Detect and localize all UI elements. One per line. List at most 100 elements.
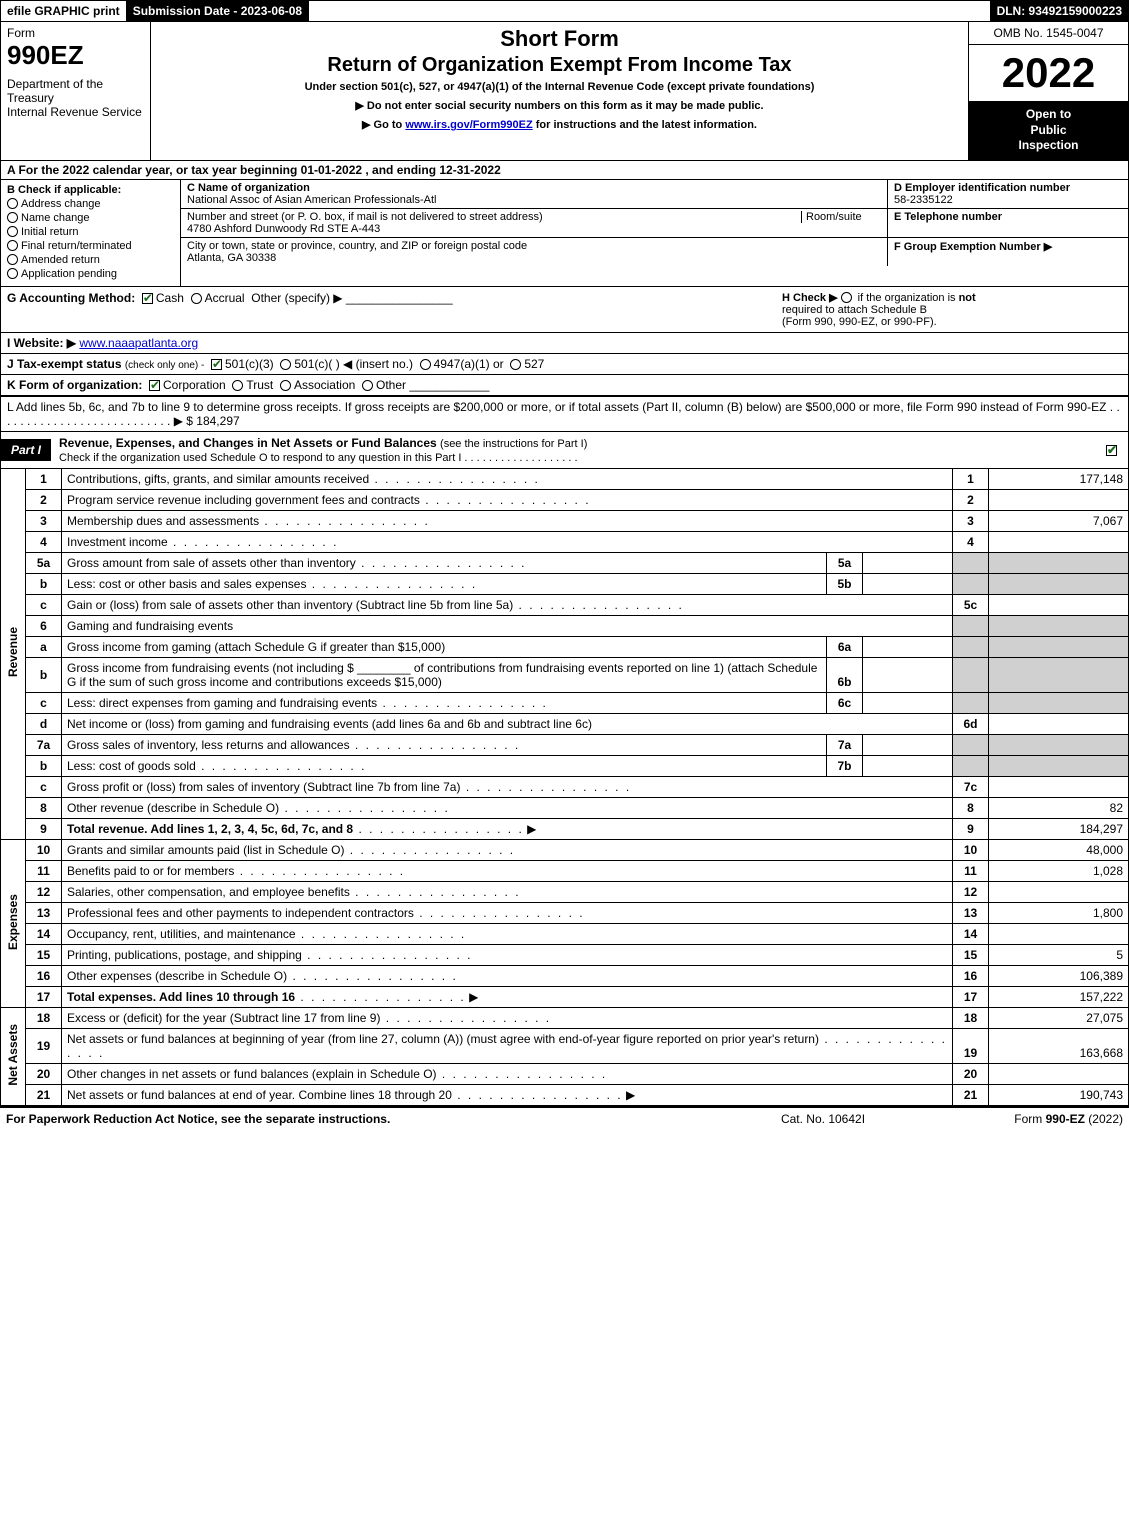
ln7b-sub: 7b <box>827 755 863 776</box>
short-form-title: Short Form <box>157 26 962 52</box>
chk-527[interactable] <box>510 359 521 370</box>
ln17-ln: 17 <box>953 986 989 1007</box>
ln7a-d: Gross sales of inventory, less returns a… <box>62 734 827 755</box>
ln19-n: 19 <box>26 1028 62 1063</box>
ln7b-sv <box>863 755 953 776</box>
ln15-amt: 5 <box>989 944 1129 965</box>
section-c-city: City or town, state or province, country… <box>181 238 888 266</box>
l-amount: $ 184,297 <box>186 414 239 428</box>
chk-4947[interactable] <box>420 359 431 370</box>
ln18-n: 18 <box>26 1007 62 1028</box>
section-e: E Telephone number <box>888 209 1128 237</box>
efile-print[interactable]: efile GRAPHIC print <box>1 1 127 21</box>
ln16-d: Other expenses (describe in Schedule O) <box>62 965 953 986</box>
page-footer: For Paperwork Reduction Act Notice, see … <box>0 1106 1129 1130</box>
ln11-ln: 11 <box>953 860 989 881</box>
section-f: F Group Exemption Number ▶ <box>888 238 1128 266</box>
ln6-amt <box>989 615 1129 636</box>
g-accrual: Accrual <box>205 291 245 305</box>
k-o2: Trust <box>246 378 273 392</box>
street-label: Number and street (or P. O. box, if mail… <box>187 211 801 223</box>
f-label: F Group Exemption Number ▶ <box>894 241 1052 253</box>
dept-treasury: Department of the Treasury <box>7 77 144 105</box>
website-link[interactable]: www.naaapatlanta.org <box>79 336 198 350</box>
ln6-d: Gaming and fundraising events <box>62 615 953 636</box>
ln5c-ln: 5c <box>953 594 989 615</box>
irs-link[interactable]: www.irs.gov/Form990EZ <box>405 119 532 131</box>
ln4-n: 4 <box>26 531 62 552</box>
chk-name-change[interactable]: Name change <box>7 212 174 224</box>
ln9-d: Total revenue. Add lines 1, 2, 3, 4, 5c,… <box>62 818 953 839</box>
ln7a-sv <box>863 734 953 755</box>
ln8-n: 8 <box>26 797 62 818</box>
chk-trust[interactable] <box>232 380 243 391</box>
section-b: B Check if applicable: Address change Na… <box>1 180 181 286</box>
chk-corp[interactable] <box>149 380 160 391</box>
ln5a-ln <box>953 552 989 573</box>
dept-irs: Internal Revenue Service <box>7 105 144 119</box>
ln20-ln: 20 <box>953 1063 989 1084</box>
section-d: D Employer identification number 58-2335… <box>888 180 1128 208</box>
ln6d-amt <box>989 713 1129 734</box>
ln5b-sv <box>863 573 953 594</box>
ln5b-sub: 5b <box>827 573 863 594</box>
j-o3: 4947(a)(1) or <box>434 357 504 371</box>
section-j: J Tax-exempt status (check only one) - 5… <box>0 354 1129 375</box>
ln2-ln: 2 <box>953 489 989 510</box>
ln14-n: 14 <box>26 923 62 944</box>
ln21-d: Net assets or fund balances at end of ye… <box>62 1084 953 1105</box>
ln18-ln: 18 <box>953 1007 989 1028</box>
ln6a-sv <box>863 636 953 657</box>
part-i-check[interactable] <box>1098 443 1128 457</box>
ln21-amt: 190,743 <box>989 1084 1129 1105</box>
ln14-amt <box>989 923 1129 944</box>
ln19-d: Net assets or fund balances at beginning… <box>62 1028 953 1063</box>
ln14-ln: 14 <box>953 923 989 944</box>
public-inspection: Open to Public Inspection <box>969 101 1128 160</box>
ln2-d: Program service revenue including govern… <box>62 489 953 510</box>
ln15-ln: 15 <box>953 944 989 965</box>
ln15-d: Printing, publications, postage, and shi… <box>62 944 953 965</box>
ln18-d: Excess or (deficit) for the year (Subtra… <box>62 1007 953 1028</box>
ln9-amt: 184,297 <box>989 818 1129 839</box>
gh-row: G Accounting Method: Cash Accrual Other … <box>0 287 1129 333</box>
ln6b-ln <box>953 657 989 692</box>
ln16-ln: 16 <box>953 965 989 986</box>
ln7a-amt <box>989 734 1129 755</box>
ln17-amt: 157,222 <box>989 986 1129 1007</box>
chk-initial-return[interactable]: Initial return <box>7 226 174 238</box>
omb-number: OMB No. 1545-0047 <box>969 22 1128 45</box>
pub-3: Inspection <box>1018 138 1078 152</box>
ln16-n: 16 <box>26 965 62 986</box>
ln7c-d: Gross profit or (loss) from sales of inv… <box>62 776 953 797</box>
section-k: K Form of organization: Corporation Trus… <box>0 375 1129 397</box>
ln20-amt <box>989 1063 1129 1084</box>
chk-final-return[interactable]: Final return/terminated <box>7 240 174 252</box>
form-label: Form <box>7 26 144 40</box>
chk-h[interactable] <box>841 292 852 303</box>
chk-address-change[interactable]: Address change <box>7 198 174 210</box>
g-label: G Accounting Method: <box>7 291 135 305</box>
ln4-amt <box>989 531 1129 552</box>
chk-501c[interactable] <box>280 359 291 370</box>
l-text: L Add lines 5b, 6c, and 7b to line 9 to … <box>7 400 1106 414</box>
chk-assoc[interactable] <box>280 380 291 391</box>
chk-amended-return[interactable]: Amended return <box>7 254 174 266</box>
header-left: Form 990EZ Department of the Treasury In… <box>1 22 151 160</box>
chk-accrual[interactable] <box>191 293 202 304</box>
ein-value: 58-2335122 <box>894 194 953 206</box>
ln5a-sub: 5a <box>827 552 863 573</box>
chk-cash[interactable] <box>142 293 153 304</box>
section-subtitle: Under section 501(c), 527, or 4947(a)(1)… <box>157 81 962 93</box>
ln5a-sv <box>863 552 953 573</box>
dln: DLN: 93492159000223 <box>991 1 1128 21</box>
ln4-d: Investment income <box>62 531 953 552</box>
chk-501c3[interactable] <box>211 359 222 370</box>
chk-other[interactable] <box>362 380 373 391</box>
chk-application-pending[interactable]: Application pending <box>7 268 174 280</box>
ln6d-ln: 6d <box>953 713 989 734</box>
header-center: Short Form Return of Organization Exempt… <box>151 22 968 160</box>
ln7c-n: c <box>26 776 62 797</box>
ln19-amt: 163,668 <box>989 1028 1129 1063</box>
ln21-n: 21 <box>26 1084 62 1105</box>
